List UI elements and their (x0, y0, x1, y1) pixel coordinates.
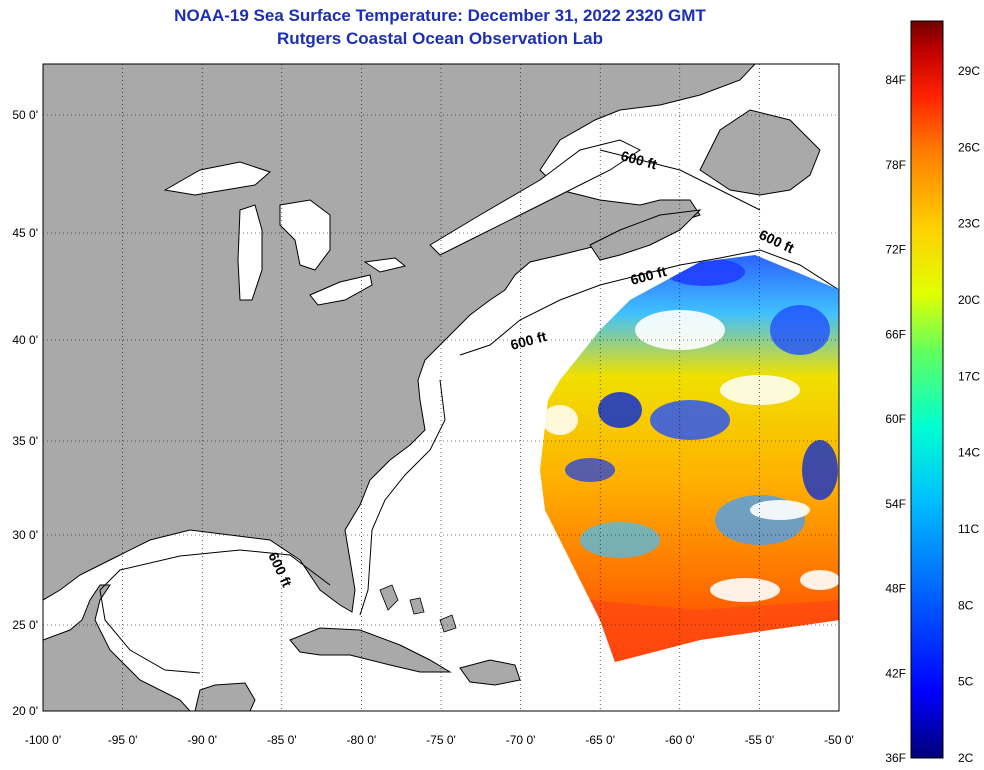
colorbar-c-label: 29C (958, 64, 980, 78)
nova-scotia-land (589, 209, 702, 261)
lake-ontario (363, 257, 407, 273)
lat-label: 30 0' (12, 528, 38, 542)
colorbar-celsius-labels: 29C 26C 23C 20C 17C 14C 11C 8C 5C 2C (958, 64, 980, 765)
colorbar-fahrenheit-labels: 84F 78F 72F 66F 60F 54F 48F 42F 36F (885, 73, 906, 765)
lat-label: 40 0' (12, 333, 38, 347)
st-lawrence (429, 139, 641, 256)
map-border (42, 63, 840, 712)
lon-label: -80 0' (347, 733, 377, 747)
colorbar-c-label: 20C (958, 293, 980, 307)
lon-label: -75 0' (426, 733, 456, 747)
colorbar-f-label: 84F (885, 73, 906, 87)
colorbar-c-label: 8C (958, 598, 974, 612)
lon-label: -50 0' (824, 733, 854, 747)
lake-superior (163, 161, 271, 196)
lon-label: -95 0' (108, 733, 138, 747)
lat-label: 45 0' (12, 226, 38, 240)
colorbar-c-label: 17C (958, 369, 980, 383)
lon-label: -65 0' (585, 733, 615, 747)
lake-michigan (237, 204, 263, 301)
colorbar-c-label: 23C (958, 217, 980, 231)
lon-label: -90 0' (187, 733, 217, 747)
colorbar-f-label: 60F (885, 412, 906, 426)
sst-swath (540, 255, 839, 662)
lat-label: 35 0' (12, 434, 38, 448)
yucatan-land (194, 682, 256, 711)
lon-label: -70 0' (506, 733, 536, 747)
lat-label: 25 0' (12, 618, 38, 632)
isobath-600ft (99, 149, 839, 674)
hispaniola-land (459, 659, 521, 686)
colorbar-f-label: 66F (885, 327, 906, 341)
lake-huron (279, 199, 331, 271)
lon-label: -100 0' (25, 733, 61, 747)
colorbar-f-label: 78F (885, 158, 906, 172)
colorbar-c-label: 14C (958, 446, 980, 460)
mexico-land (43, 584, 191, 711)
lon-label: -85 0' (267, 733, 297, 747)
map-subtitle: Rutgers Coastal Ocean Observation Lab (277, 29, 603, 48)
lon-label: -55 0' (745, 733, 775, 747)
longitude-labels: -100 0' -95 0' -90 0' -85 0' -80 0' -75 0' -70… (25, 733, 854, 747)
colorbar-f-label: 48F (885, 582, 906, 596)
lake-erie (309, 274, 373, 306)
lat-label: 50 0' (12, 108, 38, 122)
colorbar-f-label: 42F (885, 666, 906, 680)
latitude-labels: 50 0' 45 0' 40 0' 35 0' 30 0' 25 0' 20 0' (12, 108, 38, 718)
map-title: NOAA-19 Sea Surface Temperature: Decembe… (174, 6, 706, 25)
lat-label: 20 0' (12, 704, 38, 718)
colorbar-f-label: 72F (885, 243, 906, 257)
newfoundland-land (699, 109, 821, 196)
colorbar (910, 20, 944, 759)
colorbar-f-label: 36F (885, 751, 906, 765)
colorbar-c-label: 5C (958, 675, 974, 689)
lon-label: -60 0' (665, 733, 695, 747)
graticule (43, 64, 839, 711)
colorbar-c-label: 2C (958, 751, 974, 765)
colorbar-c-label: 11C (958, 522, 979, 536)
cuba-land (289, 627, 452, 673)
bahamas-land (379, 584, 457, 633)
colorbar-f-label: 54F (885, 497, 906, 511)
colorbar-c-label: 26C (958, 140, 980, 154)
